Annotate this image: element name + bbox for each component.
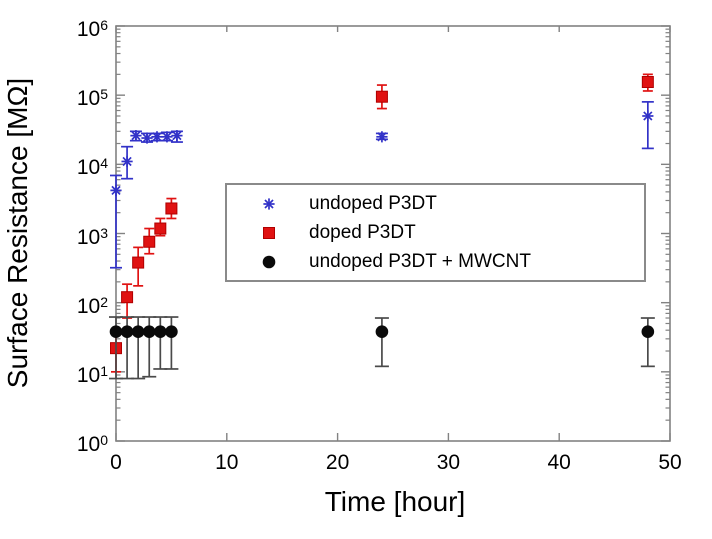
asterisk-marker (142, 133, 152, 143)
square-marker (143, 235, 156, 248)
asterisk-marker-icon (263, 197, 275, 210)
y-tick-label: 102 (76, 293, 108, 318)
legend-entry-doped-p3dt: doped P3DT (255, 220, 644, 246)
circle-marker (131, 325, 145, 339)
legend-entry-undoped-p3dt: undoped P3DT (255, 191, 644, 217)
circle-marker (142, 325, 156, 339)
asterisk-marker (152, 132, 162, 142)
asterisk-marker (162, 132, 172, 142)
square-marker (165, 202, 178, 215)
square-marker (121, 291, 134, 304)
square-marker (154, 222, 167, 235)
circle-marker (120, 325, 134, 339)
circle-marker (641, 325, 655, 339)
series-circle (109, 316, 655, 380)
y-axis-title: Surface Resistance [MΩ] (2, 77, 33, 389)
series-asterisk (110, 101, 654, 269)
y-tick-label: 103 (76, 224, 108, 249)
legend: undoped P3DT doped P3DT undoped P3DT + M… (225, 183, 646, 282)
y-tick-label: 106 (76, 17, 108, 41)
x-axis-title: Time [hour] (324, 486, 466, 517)
circle-marker-icon (262, 255, 276, 268)
circle-marker (165, 325, 178, 339)
y-tick-label: 101 (76, 362, 108, 387)
legend-label: doped P3DT (309, 221, 416, 243)
asterisk-marker (131, 130, 141, 141)
square-marker (375, 90, 388, 103)
x-tick-label: 20 (325, 451, 350, 474)
x-tick-label: 40 (547, 451, 571, 474)
circle-marker (375, 325, 389, 339)
x-tick-label: 10 (215, 451, 239, 474)
asterisk-marker (172, 130, 182, 141)
square-marker (132, 256, 145, 269)
square-marker (641, 76, 654, 89)
x-tick-label: 50 (658, 451, 682, 474)
y-tick-label: 100 (76, 432, 108, 456)
x-tick-label: 30 (436, 451, 461, 474)
asterisk-marker (377, 132, 387, 142)
square-marker-icon (263, 226, 275, 239)
legend-label: undoped P3DT (309, 192, 437, 214)
y-tick-label: 104 (76, 155, 108, 180)
asterisk-marker (111, 185, 121, 196)
asterisk-marker (122, 156, 132, 167)
square-marker (263, 226, 275, 239)
circle-marker (262, 255, 276, 268)
asterisk-marker (643, 111, 653, 121)
circle-marker (154, 325, 167, 339)
legend-label: undoped P3DT + MWCNT (309, 250, 531, 272)
asterisk-marker (264, 198, 274, 209)
legend-entry-undoped-p3dt-mwcnt: undoped P3DT + MWCNT (255, 249, 644, 275)
x-tick-label: 0 (110, 451, 122, 474)
y-tick-label: 105 (76, 86, 108, 111)
circle-marker (109, 325, 123, 339)
